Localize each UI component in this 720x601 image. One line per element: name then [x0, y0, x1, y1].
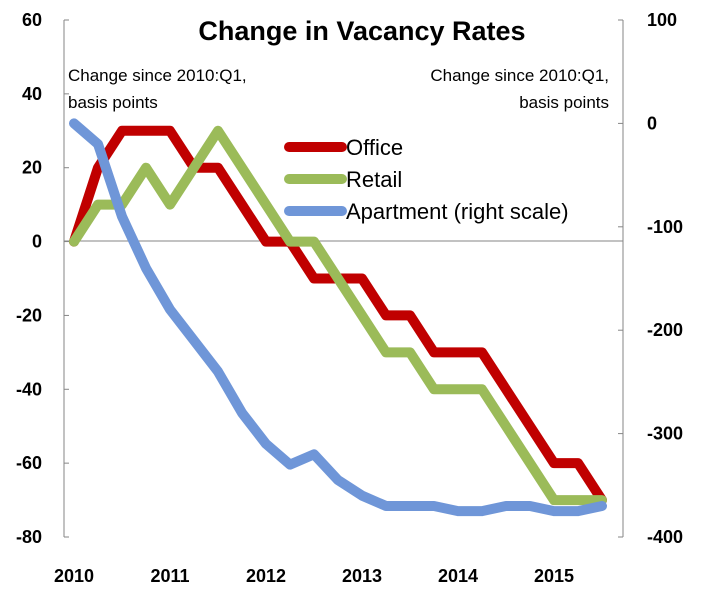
- right-axis-note-line-1: Change since 2010:Q1,: [430, 66, 609, 85]
- left-tick-label: -40: [16, 379, 42, 399]
- chart-title: Change in Vacancy Rates: [198, 16, 525, 46]
- right-axis-note-line-2: basis points: [519, 93, 609, 112]
- x-tick-label: 2011: [150, 566, 189, 586]
- legend-label-apartment: Apartment (right scale): [346, 199, 569, 224]
- left-tick-label: 0: [32, 232, 42, 252]
- series-line-retail: [69, 125, 607, 506]
- x-tick-label: 2010: [54, 566, 94, 586]
- right-tick-label: -400: [647, 527, 683, 547]
- right-tick-label: -100: [647, 217, 683, 237]
- right-tick-label: 100: [647, 10, 677, 30]
- left-axis-note-line-2: basis points: [68, 93, 158, 112]
- right-tick-label: -300: [647, 424, 683, 444]
- x-tick-label: 2015: [534, 566, 574, 586]
- legend-label-office: Office: [346, 135, 403, 160]
- left-tick-label: 20: [22, 158, 42, 178]
- left-tick-label: -60: [16, 453, 42, 473]
- left-y-ticks: 60 40 20 0 -20 -40 -60 -80: [16, 10, 69, 547]
- series-line-apartment: [69, 118, 607, 517]
- right-y-ticks: 100 0 -100 -200 -300 -400: [618, 10, 683, 547]
- x-tick-label: 2013: [342, 566, 382, 586]
- right-tick-label: 0: [647, 113, 657, 133]
- right-tick-label: -200: [647, 320, 683, 340]
- left-tick-label: -80: [16, 527, 42, 547]
- left-axis-note-line-1: Change since 2010:Q1,: [68, 66, 247, 85]
- left-tick-label: 60: [22, 10, 42, 30]
- x-ticks: 2010 2011 2012 2013 2014 2015: [54, 566, 574, 586]
- x-tick-label: 2014: [438, 566, 478, 586]
- legend-label-retail: Retail: [346, 167, 402, 192]
- left-tick-label: 40: [22, 84, 42, 104]
- series-lines: [69, 118, 607, 517]
- legend: Office Retail Apartment (right scale): [284, 135, 569, 224]
- x-tick-label: 2012: [246, 566, 286, 586]
- left-tick-label: -20: [16, 305, 42, 325]
